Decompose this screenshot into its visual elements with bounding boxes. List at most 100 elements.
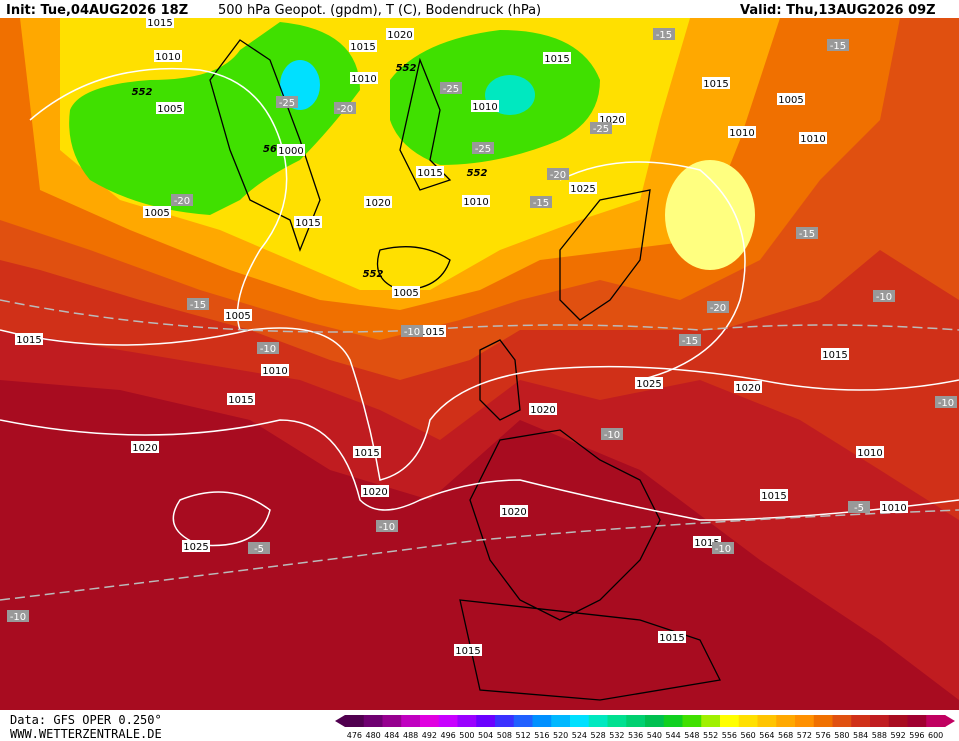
temperature-label: -25: [593, 124, 609, 135]
colorbar-label: 484: [384, 731, 399, 740]
site-name: WWW.WETTERZENTRALE.DE: [10, 727, 162, 741]
temperature-label-box: [171, 194, 193, 206]
pressure-label: 1010: [857, 448, 882, 459]
pressure-label: 1010: [463, 197, 488, 208]
colorbar-label: 548: [684, 731, 699, 740]
colorbar-swatch: [495, 715, 515, 727]
isobar: [172, 491, 271, 547]
temperature-label-box: [796, 227, 818, 239]
temperature-label: -5: [854, 503, 864, 514]
pressure-label: 1010: [262, 366, 287, 377]
colorbar-swatch: [720, 715, 740, 727]
pressure-label: 1010: [881, 503, 906, 514]
pressure-label: 1010: [800, 134, 825, 145]
colorbar-swatch: [513, 715, 533, 727]
pressure-label: 1020: [365, 198, 390, 209]
colorbar-swatch: [663, 715, 683, 727]
colorbar-swatch: [438, 715, 458, 727]
colorbar-swatch: [795, 715, 815, 727]
colorbar-swatch: [457, 715, 477, 727]
pressure-label-box: [454, 644, 482, 656]
isobar: [559, 161, 746, 381]
colorbar-swatch: [832, 715, 852, 727]
pressure-label-box: [361, 485, 389, 497]
colorbar-label: 596: [909, 731, 924, 740]
temperature-label: -15: [533, 198, 549, 209]
colorbar-swatch: [888, 715, 908, 727]
pressure-label: 1015: [295, 218, 320, 229]
pressure-label-box: [364, 196, 392, 208]
pressure-label: 1010: [472, 102, 497, 113]
temperature-label-box: [276, 96, 298, 108]
pressure-label: 1025: [183, 542, 208, 553]
colorbar-label: 540: [647, 731, 662, 740]
temperature-label: -20: [337, 104, 353, 115]
colorbar-swatch: [757, 715, 777, 727]
colorbar-swatch: [588, 715, 608, 727]
pressure-label-box: [569, 182, 597, 194]
colorbar-label: 568: [778, 731, 793, 740]
pressure-label-box: [500, 505, 528, 517]
colorbar-label: 592: [890, 731, 905, 740]
pressure-label: 1010: [729, 128, 754, 139]
geopotential-label: 552: [467, 168, 488, 179]
pressure-label: 1015: [354, 448, 379, 459]
temperature-label-box: [679, 334, 701, 346]
pressure-label: 1020: [387, 30, 412, 41]
colorbar-swatch: [701, 715, 721, 727]
temperature-label-box: [935, 396, 957, 408]
pressure-label: 1005: [393, 288, 418, 299]
geopotential-label: 552: [132, 87, 153, 98]
pressure-label-box: [353, 446, 381, 458]
temperature-label: -20: [550, 170, 566, 181]
pressure-label-box: [294, 216, 322, 228]
temperature-label: -25: [279, 98, 295, 109]
pressure-label-box: [821, 348, 849, 360]
pressure-label-box: [386, 28, 414, 40]
colorbar-swatch: [626, 715, 646, 727]
pressure-label: 1015: [761, 491, 786, 502]
temperature-label-box: [653, 28, 675, 40]
pressure-label: 1020: [530, 405, 555, 416]
temperature-label-box: [848, 501, 870, 513]
pressure-label: 1020: [735, 383, 760, 394]
temperature-label: -10: [876, 292, 892, 303]
colorbar-label: 572: [797, 731, 812, 740]
temperature-label-box: [257, 342, 279, 354]
colorbar-swatch: [532, 715, 552, 727]
pressure-label-box: [543, 52, 571, 64]
colorbar-swatch: [345, 715, 365, 727]
temperature-label: -10: [260, 344, 276, 355]
pressure-label-box: [658, 631, 686, 643]
colorbar-label: 544: [665, 731, 680, 740]
pressure-label: 1015: [228, 395, 253, 406]
colorbar-swatch: [907, 715, 927, 727]
pressure-label: 1005: [778, 95, 803, 106]
temperature-label: -25: [475, 144, 491, 155]
pressure-label: 1005: [144, 208, 169, 219]
pressure-label-box: [799, 132, 827, 144]
temperature-label: -10: [715, 544, 731, 555]
colorbar-label: 520: [553, 731, 568, 740]
pressure-label: 1010: [155, 52, 180, 63]
colorbar-swatch: [401, 715, 421, 727]
pressure-label: 1025: [570, 184, 595, 195]
pressure-label-box: [392, 286, 420, 298]
colorbar-label: 556: [722, 731, 737, 740]
coastline: [209, 39, 721, 701]
pressure-label: 1015: [455, 646, 480, 657]
isotherm: [0, 509, 959, 601]
colorbar-label: 512: [515, 731, 530, 740]
pressure-label: 1015: [147, 18, 172, 29]
temperature-label: -10: [10, 612, 26, 623]
colorbar-swatch: [570, 715, 590, 727]
geopotential-label: 552: [363, 269, 384, 280]
colorbar-swatch: [851, 715, 871, 727]
colorbar-swatch: [382, 715, 402, 727]
pressure-label-box: [277, 144, 305, 156]
colorbar-label: 552: [703, 731, 718, 740]
data-source: Data: GFS OPER 0.250°: [10, 713, 162, 727]
colorbar-label: 508: [497, 731, 512, 740]
temperature-label-box: [712, 542, 734, 554]
pressure-label: 1015: [350, 42, 375, 53]
